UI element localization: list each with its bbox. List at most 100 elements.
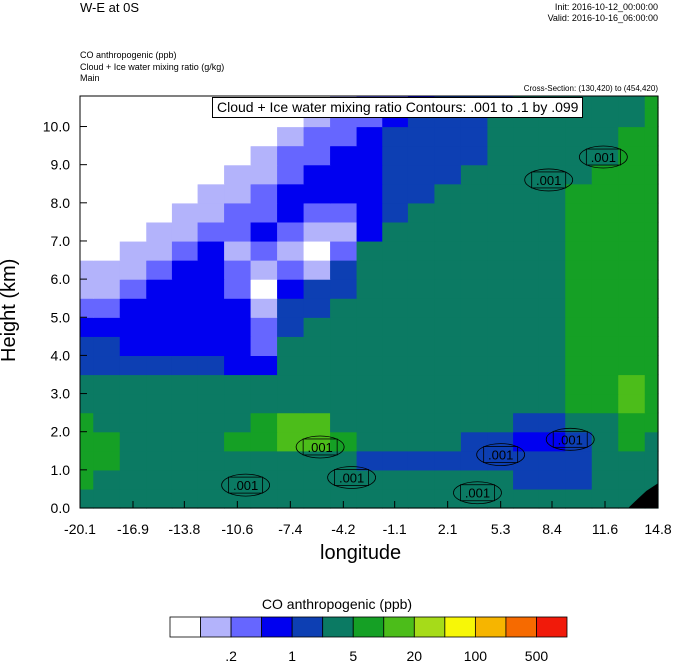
- heatmap-cell: [382, 260, 409, 280]
- heatmap-cell: [538, 202, 566, 223]
- heatmap-cell: [80, 221, 94, 242]
- heatmap-cell: [407, 488, 436, 509]
- heatmap-cell: [250, 260, 278, 280]
- heatmap-cell: [434, 202, 462, 223]
- heatmap-cell: [591, 431, 619, 452]
- y-axis-label: Height (km): [0, 258, 20, 362]
- heatmap-cell: [146, 298, 173, 318]
- heatmap-cell: [513, 336, 540, 357]
- heatmap-cell: [618, 96, 646, 109]
- heatmap-cell: [80, 393, 94, 414]
- heatmap-cell: [356, 279, 383, 299]
- contour-label: .001: [536, 173, 561, 188]
- heatmap-cell: [277, 450, 305, 471]
- contour-label-box: [228, 476, 264, 494]
- heatmap-cell: [513, 183, 540, 204]
- heatmap-cell: [277, 431, 305, 452]
- contour-line: [578, 145, 628, 169]
- heatmap-cell: [538, 469, 566, 490]
- heatmap-cell: [644, 450, 659, 471]
- heatmap-cell: [146, 221, 173, 242]
- heatmap-cell: [93, 279, 121, 299]
- heatmap-cell: [303, 298, 331, 318]
- contour-line: [453, 481, 502, 505]
- heatmap-cell: [407, 469, 436, 490]
- heatmap-cell: [146, 183, 173, 204]
- heatmap-cell: [277, 488, 305, 509]
- heatmap-cell: [277, 279, 305, 299]
- heatmap-cell: [119, 450, 147, 471]
- heatmap-cell: [487, 488, 514, 509]
- valid-time: Valid: 2016-10-16_06:00:00: [547, 13, 658, 23]
- heatmap-cell: [80, 183, 94, 204]
- heatmap-cell: [303, 279, 331, 299]
- heatmap-cell: [80, 107, 94, 128]
- heatmap-cell: [303, 450, 331, 471]
- heatmap-cell: [224, 183, 252, 204]
- x-axis-ticks: -20.1 -16.9 -13.8 -10.6 -7.4 -4.2 -1.1 2.1 5.3 8.…: [64, 501, 672, 537]
- heatmap-cell: [197, 355, 225, 376]
- heatmap-cell: [487, 260, 514, 280]
- heatmap-cell: [407, 298, 436, 318]
- heatmap-cell: [250, 164, 278, 185]
- heatmap-cell: [618, 145, 646, 166]
- heatmap-cell: [565, 260, 593, 280]
- heatmap-cell: [538, 412, 566, 433]
- contour-line: [476, 443, 526, 466]
- heatmap-cell: [80, 355, 94, 376]
- colorbar-swatch: [505, 616, 537, 638]
- heatmap-cell: [224, 374, 252, 395]
- heatmap-cell: [119, 488, 147, 509]
- heatmap-cell: [224, 221, 252, 242]
- heatmap-cell: [197, 126, 225, 147]
- contour-label-box: [585, 148, 621, 166]
- y-axis-ticks: 0.0 1.0 2.0 3.0 4.0 5.0 6.0 7.0 8.0 9.0 10.0: [43, 119, 87, 516]
- heatmap-cell: [644, 107, 659, 128]
- heatmap-cell: [250, 240, 278, 261]
- heatmap-cell: [197, 374, 225, 395]
- heatmap-cell: [382, 412, 409, 433]
- heatmap-cell: [119, 317, 147, 337]
- contour-label-box: [483, 446, 519, 463]
- heatmap-cell: [591, 469, 619, 490]
- heatmap-cell: [146, 164, 173, 185]
- heatmap-cell: [330, 240, 358, 261]
- heatmap-cell: [407, 374, 436, 395]
- heatmap-cell: [382, 393, 409, 414]
- heatmap-cell: [171, 488, 199, 509]
- heatmap-cell: [407, 317, 436, 337]
- heatmap-cell: [487, 374, 514, 395]
- heatmap-cell: [565, 183, 593, 204]
- heatmap-cell: [460, 393, 489, 414]
- heatmap-cell: [644, 96, 659, 109]
- y-tick-label: 6.0: [51, 271, 71, 287]
- heatmap-cell: [434, 412, 462, 433]
- heatmap-cell: [277, 412, 305, 433]
- heatmap-cell: [197, 488, 225, 509]
- heatmap-cell: [487, 355, 514, 376]
- heatmap-cell: [644, 260, 659, 280]
- heatmap-cell: [277, 298, 305, 318]
- heatmap-cell: [487, 298, 514, 318]
- heatmap-cell: [197, 164, 225, 185]
- heatmap-cell: [146, 126, 173, 147]
- heatmap-cell: [434, 126, 462, 147]
- heatmap-cell: [513, 126, 540, 147]
- heatmap-cell: [644, 221, 659, 242]
- heatmap-cell: [330, 260, 358, 280]
- heatmap-cell: [224, 412, 252, 433]
- heatmap-cell: [513, 221, 540, 242]
- heatmap-cell: [591, 488, 619, 509]
- heatmap-cell: [93, 317, 121, 337]
- heatmap-cell: [538, 317, 566, 337]
- heatmap-cell: [224, 126, 252, 147]
- heatmap-cell: [171, 279, 199, 299]
- contour-note: Cloud + Ice water mixing ratio Contours:…: [212, 97, 584, 118]
- heatmap-cell: [250, 145, 278, 166]
- x-tick-label: 5.3: [491, 521, 511, 537]
- heatmap-cell: [591, 202, 619, 223]
- heatmap-cell: [330, 336, 358, 357]
- heatmap-cell: [146, 260, 173, 280]
- heatmap-cell: [460, 164, 489, 185]
- heatmap-cell: [487, 126, 514, 147]
